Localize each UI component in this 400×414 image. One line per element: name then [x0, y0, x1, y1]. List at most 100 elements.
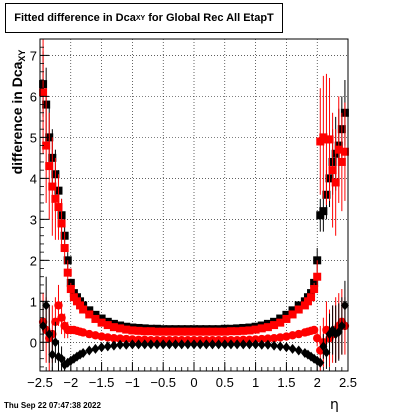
data-point — [328, 166, 337, 175]
data-point — [263, 339, 272, 350]
data-point — [85, 345, 94, 356]
data-point — [103, 333, 112, 342]
data-point — [316, 357, 325, 368]
data-point — [109, 323, 118, 332]
data-point — [202, 339, 211, 350]
data-point — [334, 145, 343, 154]
data-point — [116, 339, 125, 350]
data-point — [282, 314, 291, 323]
y-tick-label: 1 — [30, 294, 37, 309]
data-point — [140, 327, 149, 336]
grid — [39, 39, 349, 371]
data-point — [251, 325, 260, 334]
data-point — [54, 203, 63, 212]
data-point — [48, 182, 57, 191]
data-point — [42, 300, 51, 311]
x-tick-label: 2 — [314, 375, 321, 390]
y-tick-label: 0 — [30, 335, 37, 350]
x-tick-label: 0.5 — [216, 375, 234, 390]
x-tick-label: 2.5 — [339, 375, 357, 390]
data-point — [122, 325, 131, 334]
data-point — [196, 339, 205, 350]
axis-ticks: −2.5 −2 −1.5 −1 −0.5 0 0.5 1 1.5 2 2.5 0 1 2 3 4 5 6 7 — [27, 46, 357, 390]
y-axis-label-main: difference in Dca — [9, 61, 25, 175]
data-point — [97, 314, 106, 323]
data-point — [270, 340, 279, 351]
data-point — [103, 341, 112, 352]
data-point — [220, 327, 229, 336]
data-point — [177, 339, 186, 350]
data-point — [263, 334, 273, 343]
data-point — [57, 313, 66, 322]
x-tick-label: 0 — [190, 375, 197, 390]
data-point — [282, 310, 291, 319]
data-point — [288, 306, 297, 315]
x-tick-label: 1 — [252, 375, 259, 390]
data-point — [109, 334, 119, 343]
data-point — [109, 340, 118, 351]
data-point — [196, 327, 205, 336]
data-point — [69, 293, 78, 302]
y-tick-label: 2 — [30, 253, 37, 268]
data-point — [220, 339, 229, 350]
data-point — [257, 324, 266, 333]
data-point — [146, 339, 155, 350]
data-point — [276, 333, 285, 342]
data-point — [251, 339, 260, 350]
data-point — [97, 318, 106, 327]
data-point — [91, 343, 100, 354]
data-point — [300, 301, 309, 310]
data-point — [340, 147, 349, 156]
y-axis-label: difference in DcaXY — [9, 50, 27, 175]
data-point — [226, 327, 235, 336]
data-point — [60, 244, 69, 253]
data-point — [177, 327, 186, 336]
data-point — [340, 300, 349, 311]
data-point — [190, 339, 198, 350]
data-point — [337, 157, 346, 166]
data-point — [85, 310, 94, 319]
x-tick-label: −1 — [125, 375, 140, 390]
data-point — [257, 339, 266, 350]
data-point — [79, 305, 88, 314]
data-point — [54, 301, 63, 310]
data-point — [66, 285, 75, 294]
data-point — [103, 321, 112, 330]
data-point — [239, 326, 248, 335]
data-point — [322, 347, 331, 358]
data-point — [208, 339, 217, 350]
data-point — [51, 194, 60, 203]
data-point — [97, 342, 106, 353]
y-tick-label: 6 — [30, 89, 37, 104]
data-point — [310, 285, 319, 294]
data-point — [309, 325, 319, 335]
data-point — [245, 339, 254, 350]
x-tick-label: 1.5 — [277, 375, 295, 390]
data-point — [226, 339, 235, 350]
data-point — [313, 272, 322, 281]
data-point — [134, 339, 143, 350]
data-point — [313, 334, 322, 343]
data-point — [282, 342, 291, 353]
data-point — [91, 314, 100, 323]
data-point — [45, 162, 54, 171]
x-tick-label: −1.5 — [89, 375, 115, 390]
x-tick-label: −2 — [63, 375, 78, 390]
y-tick-label: 4 — [30, 171, 37, 186]
data-point — [325, 135, 334, 144]
data-point — [134, 326, 143, 335]
data-point — [245, 326, 254, 335]
data-point — [319, 207, 328, 216]
data-point — [128, 339, 137, 350]
data-point — [294, 345, 303, 356]
data-point — [48, 349, 57, 360]
data-point — [72, 297, 81, 306]
data-point — [276, 314, 285, 323]
y-tick-label: 5 — [30, 130, 37, 145]
data-point — [97, 332, 106, 341]
data-point — [165, 327, 174, 336]
data-point — [233, 339, 242, 350]
data-point — [257, 334, 266, 344]
data-point — [183, 339, 192, 350]
